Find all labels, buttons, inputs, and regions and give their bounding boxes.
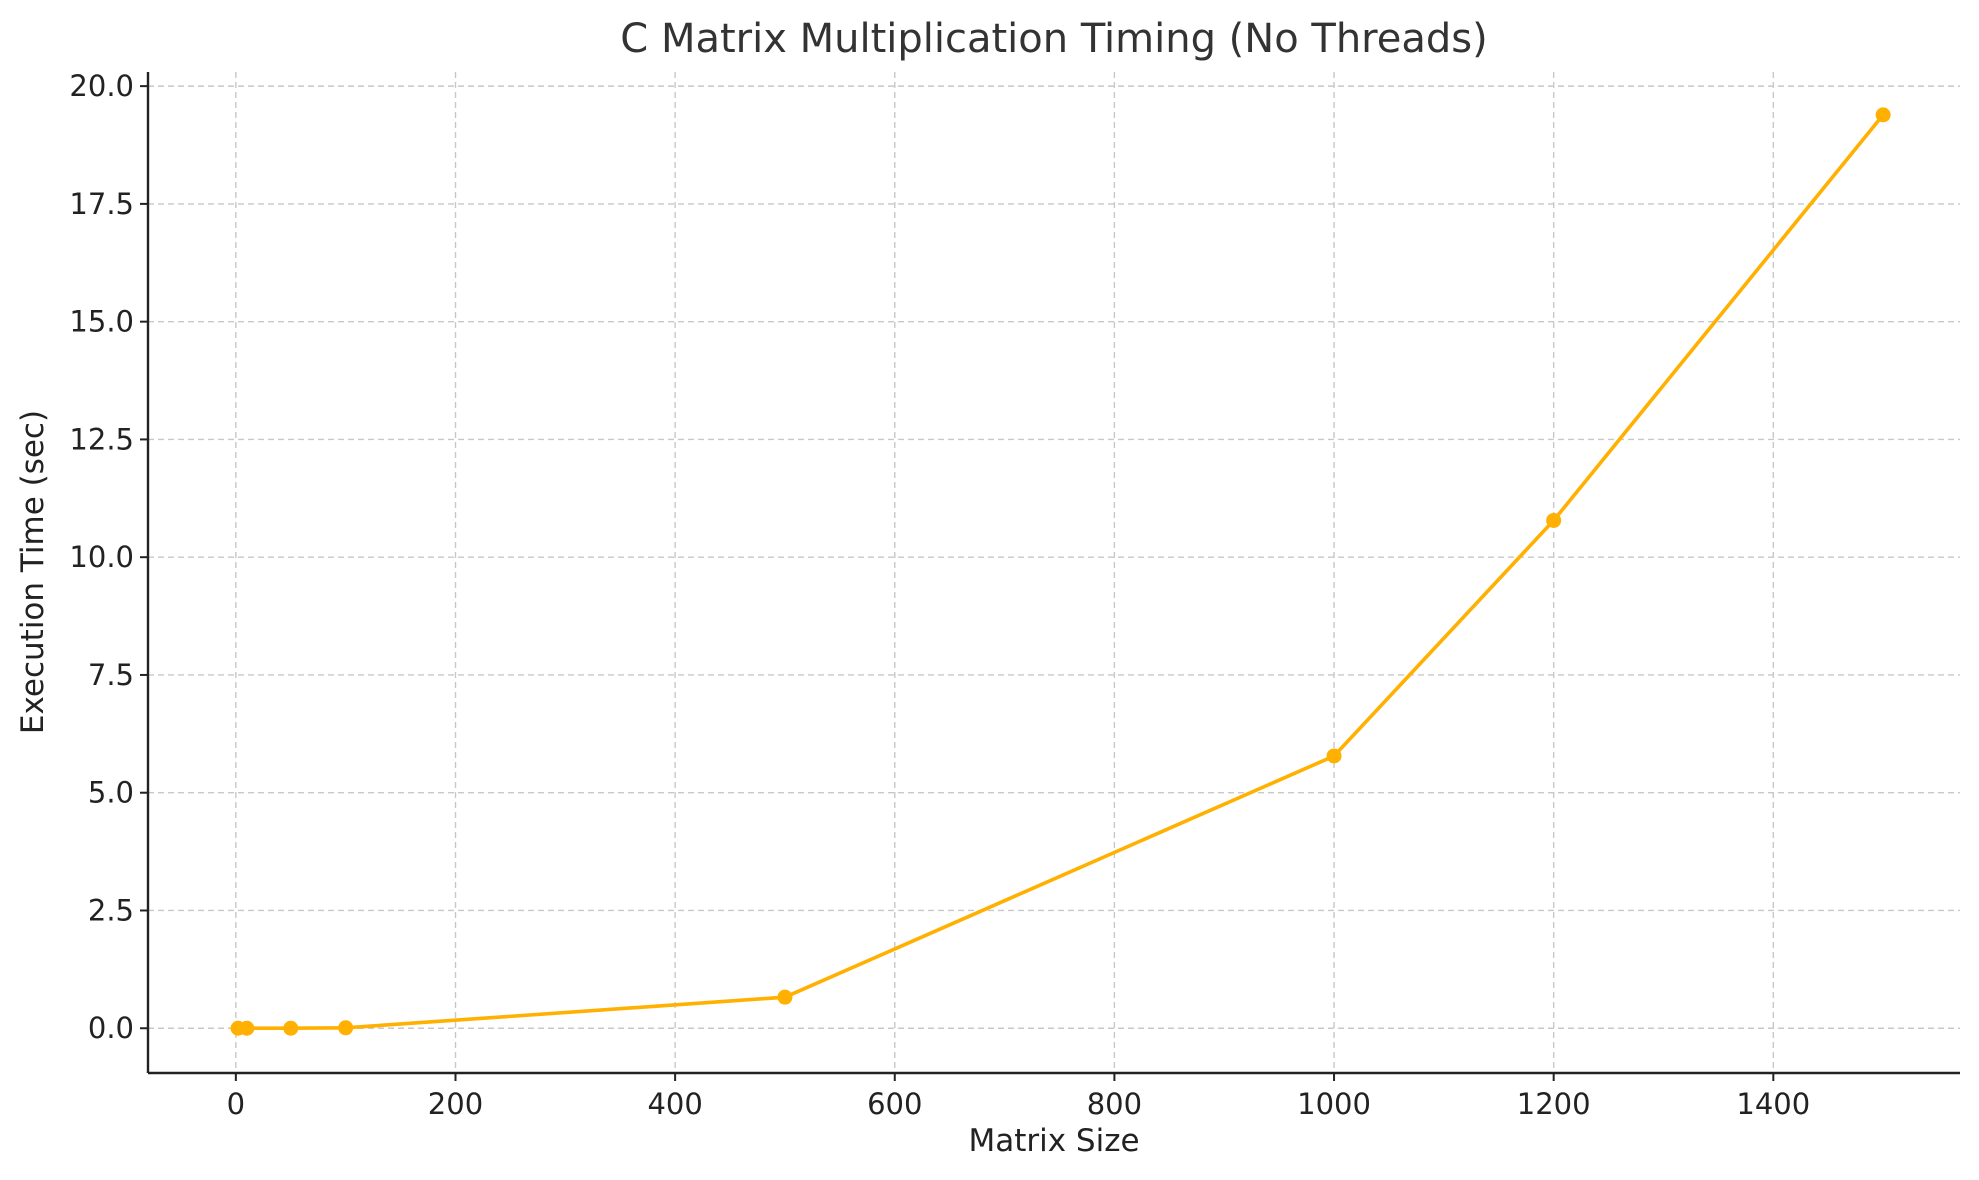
data-point [1546, 512, 1562, 528]
chart-title: C Matrix Multiplication Timing (No Threa… [620, 16, 1487, 62]
data-point [283, 1020, 299, 1036]
data-point [777, 989, 793, 1005]
data-point [1875, 107, 1891, 123]
axes [146, 72, 1960, 1075]
data-point [239, 1020, 255, 1036]
data-point [338, 1020, 354, 1036]
y-tick-label: 0.0 [88, 1011, 134, 1045]
x-tick-label: 1000 [1297, 1087, 1371, 1121]
y-tick-label: 20.0 [69, 69, 134, 103]
x-tick-label: 400 [647, 1087, 702, 1121]
y-tick-label: 12.5 [69, 422, 134, 456]
ticks: 0 200 400 600 800 1000 1200 1400 0.0 2.5 5.0 7.5 10.… [69, 69, 1810, 1121]
y-tick-label: 7.5 [88, 658, 134, 692]
y-tick-label: 10.0 [69, 540, 134, 574]
y-tick-label: 2.5 [88, 893, 134, 927]
x-tick-label: 800 [1087, 1087, 1142, 1121]
y-tick-label: 17.5 [69, 187, 134, 221]
series [230, 107, 1891, 1036]
series-line [238, 113, 1885, 1030]
y-tick-label: 5.0 [88, 776, 134, 810]
data-point [1326, 748, 1342, 764]
y-axis-label: Execution Time (sec) [15, 410, 51, 734]
y-tick-label: 15.0 [69, 305, 134, 339]
x-tick-label: 600 [867, 1087, 922, 1121]
x-tick-label: 200 [428, 1087, 483, 1121]
x-tick-label: 0 [227, 1087, 245, 1121]
x-tick-label: 1200 [1517, 1087, 1591, 1121]
x-axis-label: Matrix Size [968, 1123, 1139, 1159]
x-tick-label: 1400 [1736, 1087, 1810, 1121]
grid [148, 72, 1960, 1073]
